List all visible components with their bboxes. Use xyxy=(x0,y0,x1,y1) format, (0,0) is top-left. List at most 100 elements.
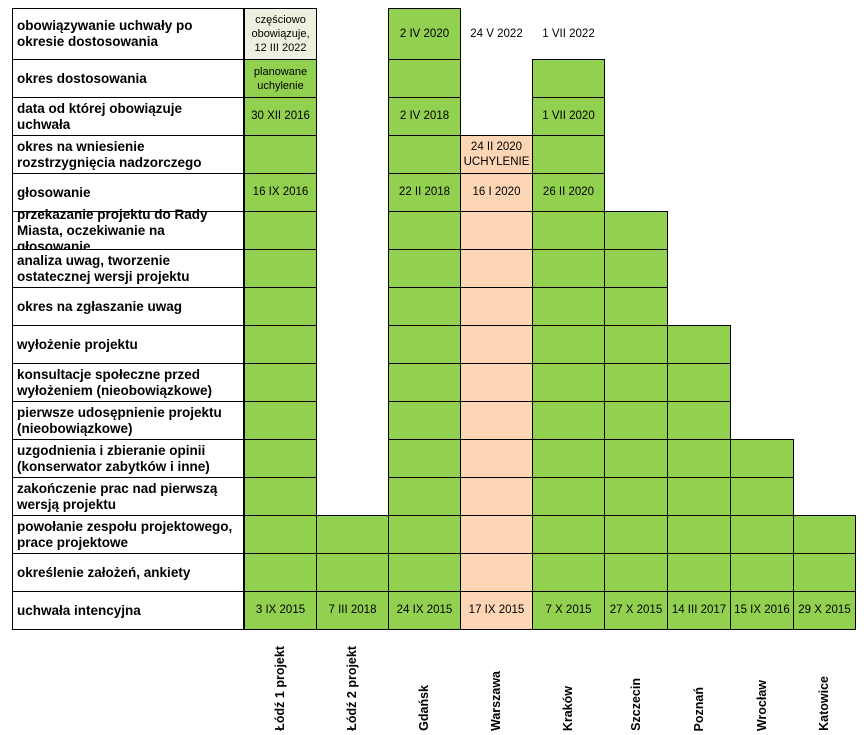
timeline-cell xyxy=(244,287,317,326)
timeline-cell xyxy=(667,401,731,440)
stage-label: przekazanie projektu do Rady Miasta, ocz… xyxy=(12,207,244,254)
stage-label: okres dostosowania xyxy=(12,59,244,98)
timeline-cell xyxy=(388,325,461,364)
stage-label: obowiązywanie uchwały po okresie dostoso… xyxy=(12,8,244,60)
timeline-cell xyxy=(604,211,668,250)
timeline-cell xyxy=(730,553,794,592)
city-name: Łódź 2 projekt xyxy=(345,646,359,731)
timeline-cell xyxy=(604,287,668,326)
timeline-cell xyxy=(532,249,605,288)
stage-label: powołanie zespołu projektowego, prace pr… xyxy=(12,515,244,554)
timeline-cell: 2 IV 2020 xyxy=(388,8,461,60)
timeline-cell xyxy=(388,401,461,440)
timeline-cell: planowane uchylenie xyxy=(244,59,317,98)
timeline-cell xyxy=(244,477,317,516)
timeline-cell xyxy=(388,135,461,174)
timeline-cell xyxy=(388,439,461,478)
timeline-cell xyxy=(532,477,605,516)
city-name: Poznań xyxy=(691,686,706,731)
stage-label: określenie założeń, ankiety xyxy=(12,553,244,592)
timeline-cell xyxy=(532,287,605,326)
city-label: Gdańsk xyxy=(388,636,460,731)
timeline-cell xyxy=(604,325,668,364)
timeline-cell xyxy=(667,439,731,478)
timeline-cell xyxy=(793,515,856,554)
timeline-cell: 3 IX 2015 xyxy=(244,591,317,630)
timeline-cell xyxy=(388,363,461,402)
timeline-cell xyxy=(460,287,533,326)
timeline-cell: 29 X 2015 xyxy=(793,591,856,630)
stage-label: uchwała intencyjna xyxy=(12,591,244,630)
timeline-cell xyxy=(532,439,605,478)
timeline-cell xyxy=(667,325,731,364)
stage-label: głosowanie xyxy=(12,173,244,212)
timeline-cell xyxy=(532,553,605,592)
city-label: Kraków xyxy=(532,636,604,731)
timeline-cell xyxy=(244,325,317,364)
stage-label: pierwsze udosępnienie projektu (nieobowi… xyxy=(12,401,244,440)
timeline-cell xyxy=(667,553,731,592)
timeline-cell: 16 I 2020 xyxy=(460,173,533,212)
city-label: Szczecin xyxy=(604,636,667,731)
city-name: Łódź 1 projekt xyxy=(273,646,287,731)
city-name: Gdańsk xyxy=(417,685,431,731)
timeline-cell: 27 X 2015 xyxy=(604,591,668,630)
timeline-cell xyxy=(730,515,794,554)
timeline-cell xyxy=(532,59,605,98)
timeline-cell: 1 VII 2022 xyxy=(542,27,595,40)
timeline-cell xyxy=(604,477,668,516)
timeline-cell xyxy=(604,439,668,478)
timeline-cell xyxy=(460,363,533,402)
city-name: Kraków xyxy=(561,685,575,731)
timeline-cell: 26 II 2020 xyxy=(532,173,605,212)
timeline-cell xyxy=(316,515,389,554)
timeline-cell xyxy=(532,363,605,402)
timeline-cell xyxy=(244,249,317,288)
timeline-cell xyxy=(388,515,461,554)
timeline-cell xyxy=(532,325,605,364)
timeline-cell xyxy=(604,553,668,592)
stage-label: data od której obowiązuje uchwała xyxy=(12,97,244,136)
timeline-cell xyxy=(460,477,533,516)
timeline-cell: 7 III 2018 xyxy=(316,591,389,630)
timeline-cell xyxy=(667,477,731,516)
city-label: Poznań xyxy=(667,636,730,731)
timeline-cell xyxy=(604,249,668,288)
timeline-cell xyxy=(388,59,461,98)
stage-label: uzgodnienia i zbieranie opinii (konserwa… xyxy=(12,439,244,478)
timeline-cell xyxy=(604,363,668,402)
timeline-cell: częściowo obowiązuje, 12 III 2022 xyxy=(244,8,317,60)
timeline-cell xyxy=(244,439,317,478)
timeline-cell xyxy=(316,553,389,592)
timeline-cell: 17 IX 2015 xyxy=(460,591,533,630)
timeline-cell xyxy=(388,211,461,250)
city-name: Szczecin xyxy=(628,678,643,731)
timeline-cell xyxy=(388,249,461,288)
timeline-cell xyxy=(730,439,794,478)
stage-label: zakończenie prac nad pierwszą wersją pro… xyxy=(12,477,244,516)
city-name: Katowice xyxy=(817,676,831,731)
timeline-cell xyxy=(460,249,533,288)
timeline-cell xyxy=(244,553,317,592)
timeline-cell xyxy=(460,515,533,554)
timeline-cell xyxy=(244,363,317,402)
timeline-cell: 14 III 2017 xyxy=(667,591,731,630)
timeline-cell: 24 IX 2015 xyxy=(388,591,461,630)
timeline-cell xyxy=(460,401,533,440)
city-name: Wrocław xyxy=(754,679,769,731)
timeline-cell xyxy=(244,515,317,554)
timeline-cell: 1 VII 2020 xyxy=(532,97,605,136)
timeline-cell: 30 XII 2016 xyxy=(244,97,317,136)
timeline-cell: 2 IV 2018 xyxy=(388,97,461,136)
timeline-cell xyxy=(532,211,605,250)
city-label: Łódź 1 projekt xyxy=(244,636,316,731)
stage-label: konsultacje społeczne przed wyłożeniem (… xyxy=(12,363,244,402)
timeline-cell xyxy=(244,211,317,250)
timeline-cell xyxy=(460,211,533,250)
timeline-cell xyxy=(793,553,856,592)
timeline-cell xyxy=(730,477,794,516)
timeline-cell xyxy=(460,553,533,592)
stage-label: okres na wniesienie rozstrzygnięcia nadz… xyxy=(12,135,244,174)
stage-label: okres na zgłaszanie uwag xyxy=(12,287,244,326)
